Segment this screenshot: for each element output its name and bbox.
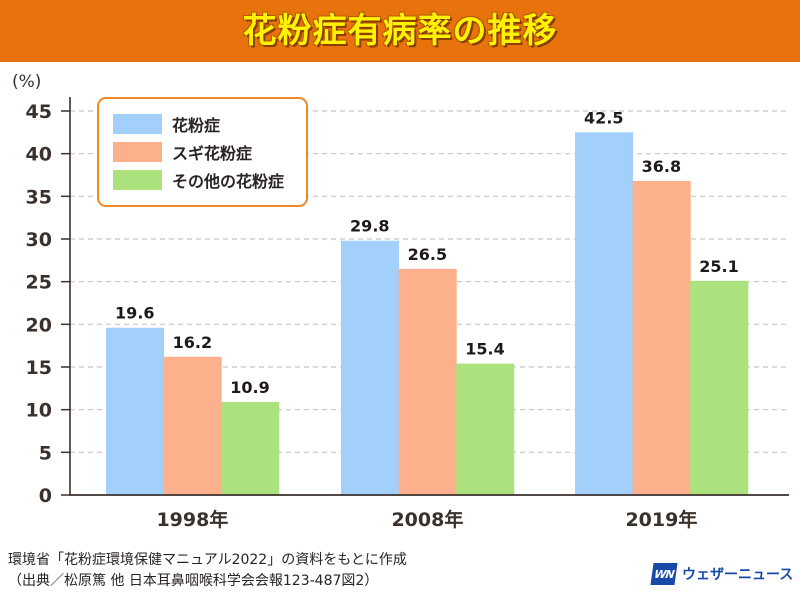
legend-label: スギ花粉症 — [172, 144, 253, 163]
source-line-2: （出典／松原篤 他 日本耳鼻咽喉科学会会報123-487図2） — [8, 573, 379, 589]
legend-label: 花粉症 — [172, 116, 221, 135]
x-category-label: 2019年 — [625, 508, 697, 531]
x-category-label: 2008年 — [391, 508, 463, 531]
legend-item-hay-fever: 花粉症 — [113, 113, 220, 135]
y-tick-label: 35 — [26, 186, 52, 208]
value-label: 19.6 — [115, 304, 154, 323]
y-axis-ticks: 0 5 10 15 20 25 30 35 40 45 — [26, 101, 70, 507]
bars — [106, 132, 749, 495]
value-label: 15.4 — [465, 340, 504, 359]
y-tick-label: 40 — [26, 144, 52, 166]
y-tick-label: 10 — [26, 400, 52, 422]
source-line-1: 環境省「花粉症環境保健マニュアル2022」の資料をもとに作成 — [8, 552, 407, 568]
value-label: 26.5 — [408, 245, 447, 264]
chart-title: 花粉症有病率の推移 — [242, 11, 558, 51]
bar — [575, 132, 634, 495]
x-category-label: 1998年 — [156, 508, 228, 531]
bar — [632, 180, 691, 495]
y-axis-unit-label: (%) — [12, 72, 41, 92]
legend-label: その他の花粉症 — [172, 172, 285, 191]
y-tick-label: 5 — [39, 442, 52, 464]
logo-mark-icon: WN — [650, 563, 678, 585]
y-tick-label: 0 — [39, 485, 52, 507]
bar — [690, 280, 749, 495]
value-labels: 19.6 16.2 10.9 29.8 26.5 15.4 42.5 36.8 25.1 — [115, 108, 739, 397]
legend-item-other: その他の花粉症 — [113, 169, 284, 191]
legend-swatch-other — [113, 170, 162, 190]
bar — [398, 268, 457, 495]
x-axis-labels: 1998年 2008年 2019年 — [156, 508, 697, 531]
logo-text: ウェザーニュース — [682, 567, 794, 583]
legend-item-cedar: スギ花粉症 — [113, 141, 252, 163]
value-label: 42.5 — [584, 108, 623, 127]
bar — [456, 363, 515, 495]
legend: 花粉症 スギ花粉症 その他の花粉症 — [97, 97, 308, 207]
legend-swatch-cedar — [113, 142, 162, 162]
y-tick-label: 30 — [26, 229, 52, 251]
source-note: 環境省「花粉症環境保健マニュアル2022」の資料をもとに作成 （出典／松原篤 他… — [8, 550, 407, 592]
bar — [106, 327, 165, 495]
y-tick-label: 20 — [26, 314, 52, 336]
value-label: 16.2 — [173, 333, 212, 352]
bar — [163, 356, 222, 495]
title-banner — [0, 0, 800, 62]
legend-swatch-hay-fever — [113, 114, 162, 134]
value-label: 36.8 — [642, 157, 681, 176]
y-tick-label: 45 — [26, 101, 52, 123]
value-label: 10.9 — [230, 378, 269, 397]
bar — [221, 401, 280, 495]
y-tick-label: 15 — [26, 357, 52, 379]
bar — [341, 240, 400, 495]
value-label: 29.8 — [350, 217, 389, 236]
y-tick-label: 25 — [26, 272, 52, 294]
weathernews-logo: WN ウェザーニュース — [650, 563, 794, 585]
axes — [69, 97, 789, 496]
value-label: 25.1 — [699, 257, 738, 276]
